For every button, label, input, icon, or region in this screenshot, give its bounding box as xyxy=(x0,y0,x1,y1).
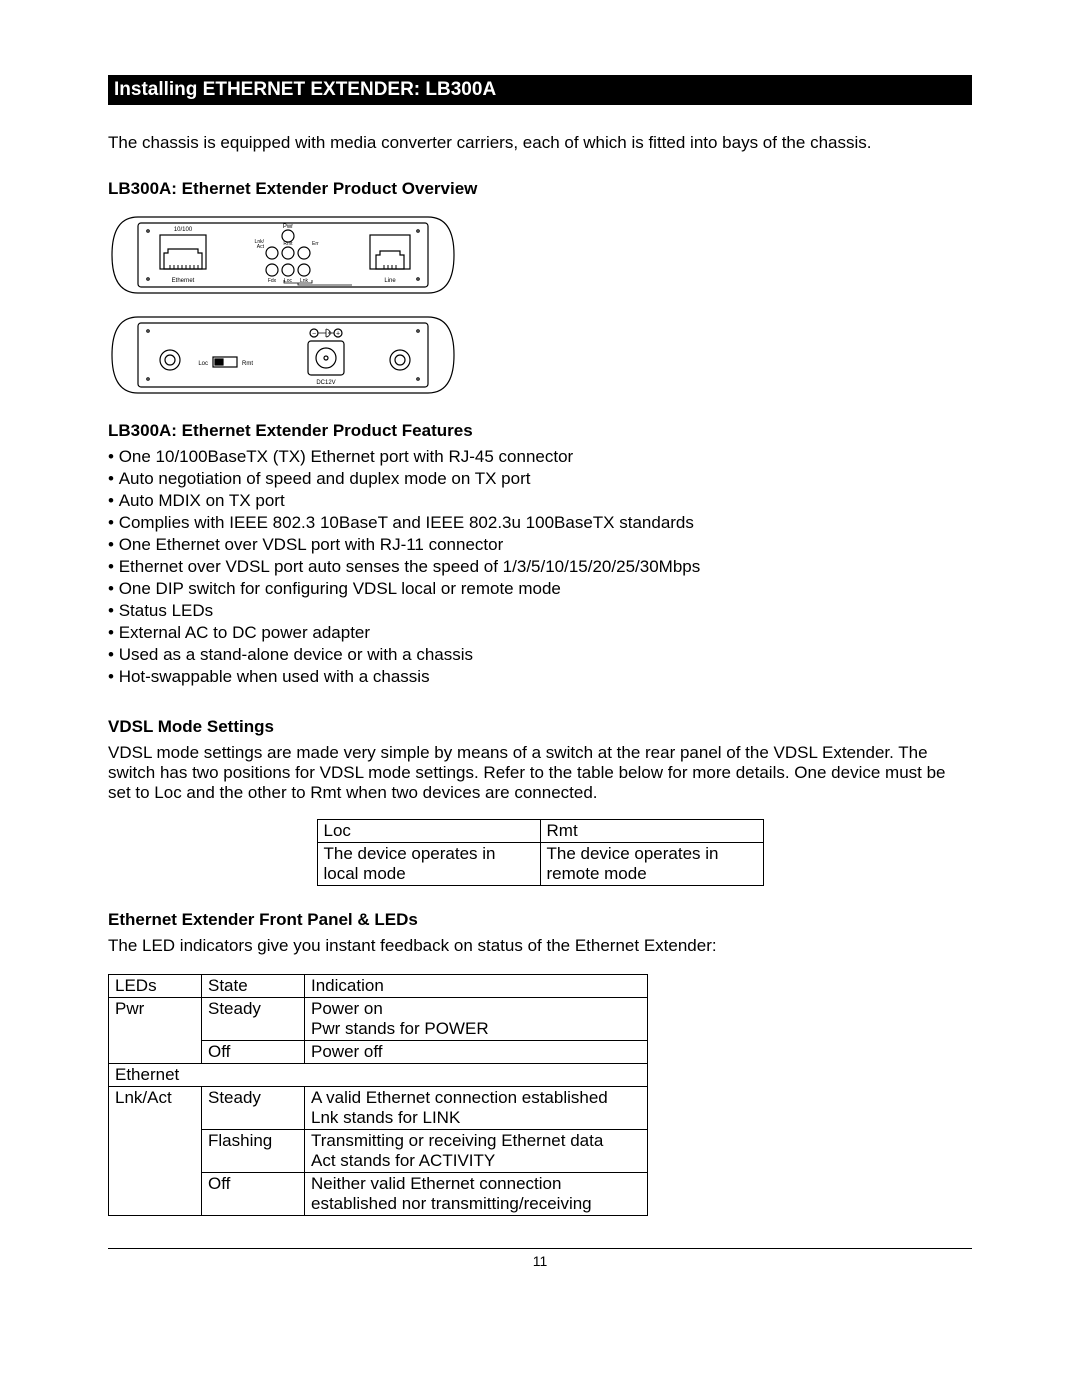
led-lnk-steady-ind: A valid Ethernet connection establishedL… xyxy=(305,1087,648,1130)
svg-text:DC12V: DC12V xyxy=(316,380,335,386)
list-item: One DIP switch for configuring VDSL loca… xyxy=(108,579,972,599)
front-panel-diagram: 10/100 Ethernet Line Pwr Lnk/ Act Rmt Er… xyxy=(108,205,458,305)
table-row: The device operates in local mode The de… xyxy=(317,843,763,886)
vdsl-heading: VDSL Mode Settings xyxy=(108,717,972,737)
led-lnk-steady: Steady xyxy=(202,1087,305,1130)
led-lnk-flashing-ind: Transmitting or receiving Ethernet dataA… xyxy=(305,1130,648,1173)
svg-text:Line: Line xyxy=(384,278,396,284)
overview-heading: LB300A: Ethernet Extender Product Overvi… xyxy=(108,179,972,199)
page-number: 11 xyxy=(108,1253,972,1269)
mode-loc-header: Loc xyxy=(317,820,540,843)
list-item: Ethernet over VDSL port auto senses the … xyxy=(108,557,972,577)
feature-list: One 10/100BaseTX (TX) Ethernet port with… xyxy=(108,447,972,687)
svg-text:Fdx: Fdx xyxy=(268,278,277,284)
table-row: Loc Rmt xyxy=(317,820,763,843)
list-item: Hot-swappable when used with a chassis xyxy=(108,667,972,687)
list-item: Auto negotiation of speed and duplex mod… xyxy=(108,469,972,489)
led-lnkact: Lnk/Act xyxy=(109,1087,202,1216)
list-item: Status LEDs xyxy=(108,601,972,621)
table-row: Ethernet xyxy=(109,1064,648,1087)
mode-rmt-desc: The device operates in remote mode xyxy=(540,843,763,886)
list-item: One 10/100BaseTX (TX) Ethernet port with… xyxy=(108,447,972,467)
svg-text:−: − xyxy=(312,331,316,338)
svg-text:Loc: Loc xyxy=(284,278,293,284)
led-pwr-off: Power off xyxy=(305,1041,648,1064)
led-header-state: State xyxy=(202,975,305,998)
list-item: External AC to DC power adapter xyxy=(108,623,972,643)
led-pwr: Pwr xyxy=(109,998,202,1064)
svg-text:10/100: 10/100 xyxy=(174,227,193,233)
svg-text:Act: Act xyxy=(257,244,265,250)
vdsl-paragraph: VDSL mode settings are made very simple … xyxy=(108,743,972,803)
footer-rule xyxy=(108,1248,972,1249)
svg-text:Pwr: Pwr xyxy=(283,224,293,230)
svg-text:Ethernet: Ethernet xyxy=(172,278,195,284)
front-panel-heading: Ethernet Extender Front Panel & LEDs xyxy=(108,910,972,930)
table-row: Pwr Steady Power onPwr stands for POWER xyxy=(109,998,648,1041)
mode-rmt-header: Rmt xyxy=(540,820,763,843)
led-lnk-off: Off xyxy=(202,1173,305,1216)
led-pwr-off-state: Off xyxy=(202,1041,305,1064)
led-lnk-flashing: Flashing xyxy=(202,1130,305,1173)
svg-text:+: + xyxy=(336,331,340,338)
led-pwr-steady: Steady xyxy=(202,998,305,1041)
svg-text:Lnk: Lnk xyxy=(300,278,309,284)
section-title-bar: Installing ETHERNET EXTENDER: LB300A xyxy=(108,75,972,105)
led-header-indication: Indication xyxy=(305,975,648,998)
mode-settings-table: Loc Rmt The device operates in local mod… xyxy=(317,819,764,886)
led-header-leds: LEDs xyxy=(109,975,202,998)
svg-text:Loc: Loc xyxy=(198,361,208,367)
led-table: LEDs State Indication Pwr Steady Power o… xyxy=(108,974,648,1216)
led-pwr-on: Power onPwr stands for POWER xyxy=(305,998,648,1041)
table-row: Lnk/Act Steady A valid Ethernet connecti… xyxy=(109,1087,648,1130)
mode-loc-desc: The device operates in local mode xyxy=(317,843,540,886)
led-ethernet-section: Ethernet xyxy=(109,1064,648,1087)
rear-panel-diagram: − + Loc Rmt DC12V xyxy=(108,305,458,405)
features-heading: LB300A: Ethernet Extender Product Featur… xyxy=(108,421,972,441)
led-lnk-off-ind: Neither valid Ethernet connection establ… xyxy=(305,1173,648,1216)
front-panel-paragraph: The LED indicators give you instant feed… xyxy=(108,936,972,956)
list-item: Complies with IEEE 802.3 10BaseT and IEE… xyxy=(108,513,972,533)
list-item: One Ethernet over VDSL port with RJ-11 c… xyxy=(108,535,972,555)
table-row: LEDs State Indication xyxy=(109,975,648,998)
list-item: Used as a stand-alone device or with a c… xyxy=(108,645,972,665)
svg-text:Rmt: Rmt xyxy=(242,361,253,367)
svg-text:Err: Err xyxy=(312,241,319,247)
list-item: Auto MDIX on TX port xyxy=(108,491,972,511)
intro-text: The chassis is equipped with media conve… xyxy=(108,133,972,153)
svg-text:Rmt: Rmt xyxy=(283,241,293,247)
product-diagram: 10/100 Ethernet Line Pwr Lnk/ Act Rmt Er… xyxy=(108,205,972,405)
